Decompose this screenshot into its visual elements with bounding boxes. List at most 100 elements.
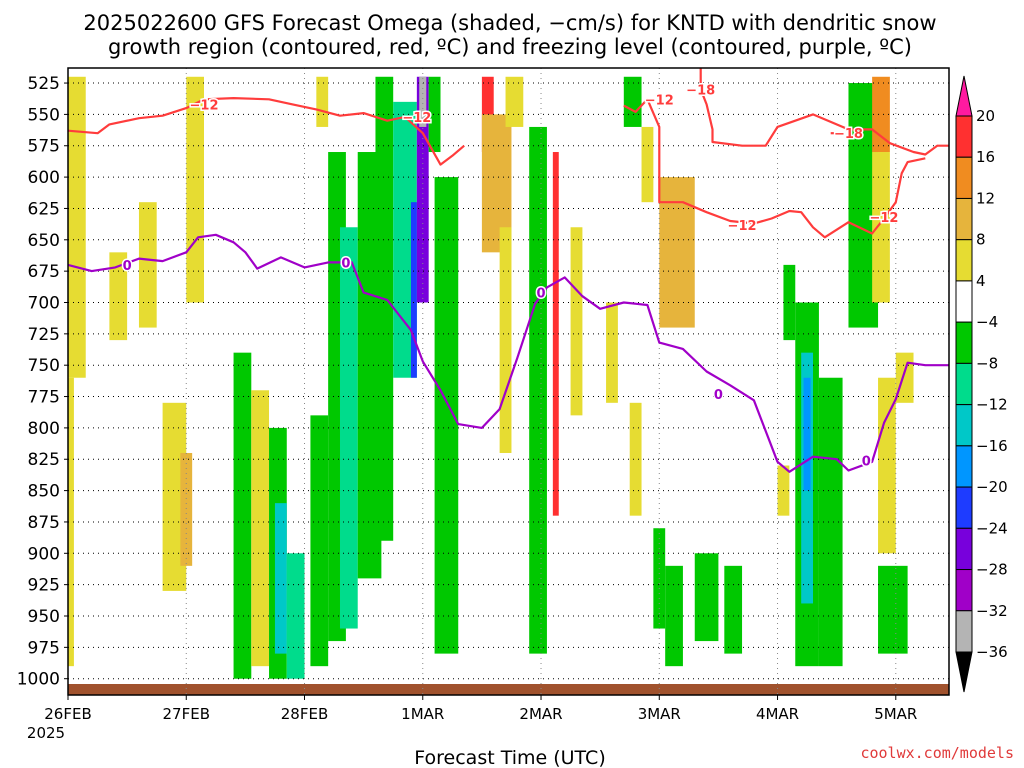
grid: [67, 68, 949, 695]
omega-cell: [895, 352, 914, 403]
y-tick-label: 600: [28, 168, 60, 188]
dgz-contour-line: [699, 68, 949, 156]
colorbar-label: 8: [976, 231, 986, 249]
freezing-level-label: 0: [123, 259, 132, 274]
colorbar-label: −20: [976, 478, 1008, 496]
omega-cell: [629, 402, 642, 516]
dgz-contour-label: −12: [645, 93, 674, 108]
omega-cell: [416, 76, 429, 303]
y-tick-label: 675: [28, 262, 60, 282]
y-tick-label: 950: [28, 607, 60, 627]
colorbar-bottom-arrow: [955, 651, 973, 693]
omega-cell: [499, 227, 512, 453]
freezing-level-label: 0: [714, 388, 723, 403]
colorbar: 20 16 12 8 4 −4 −8 −12 −16 −20 −24 −28 −32 −36: [955, 75, 1008, 693]
x-axis-ticks: 26FEB 27FEB 28FEB 1MAR 2MAR 3MAR 4MAR 5MAR: [44, 695, 917, 723]
omega-cell: [375, 76, 394, 541]
colorbar-label: −4: [976, 313, 998, 331]
colorbar-label: 4: [976, 272, 986, 290]
colorbar-label: −12: [976, 396, 1008, 414]
y-tick-label: 1000: [17, 670, 60, 690]
omega-cell: [803, 377, 811, 491]
colorbar-label: −32: [976, 602, 1008, 620]
dgz-contour-label: −18: [686, 83, 715, 98]
freezing-level-line: [67, 233, 949, 473]
y-tick-label: 925: [28, 576, 60, 596]
colorbar-band: [955, 115, 973, 158]
colorbar-label: −36: [976, 643, 1008, 661]
omega-cell: [570, 227, 583, 416]
omega-cell: [552, 152, 559, 516]
colorbar-band: [955, 569, 973, 612]
omega-cell: [659, 177, 695, 328]
omega-cell: [410, 202, 417, 378]
colorbar-label: −28: [976, 561, 1008, 579]
omega-cell: [529, 126, 547, 654]
colorbar-band: [955, 610, 973, 653]
omega-cell: [68, 76, 86, 378]
omega-cell: [316, 76, 329, 127]
omega-cell: [233, 352, 252, 679]
y-tick-label: 800: [28, 419, 60, 439]
freezing-level-label: 0: [341, 256, 350, 271]
omega-cell: [138, 202, 157, 328]
omega-cell: [434, 177, 459, 654]
dgz-contour-label: −12: [869, 211, 898, 226]
colorbar-band: [955, 239, 973, 282]
x-tick-label: 4MAR: [756, 705, 799, 723]
colorbar-band: [955, 156, 973, 199]
omega-cell: [818, 377, 843, 667]
omega-cell: [251, 390, 270, 667]
omega-cell: [878, 377, 896, 554]
colorbar-band: [955, 280, 973, 323]
omega-cell: [872, 152, 890, 303]
dgz-contour-line: [658, 157, 926, 239]
omega-cell: [505, 76, 524, 127]
terrain-strip: [68, 684, 949, 695]
colorbar-band: [955, 362, 973, 406]
y-tick-label: 975: [28, 638, 60, 658]
omega-cell: [606, 302, 618, 403]
y-tick-label: 525: [28, 74, 60, 94]
colorbar-label: −24: [976, 519, 1008, 537]
chart-subtitle: growth region (contoured, red, ºC) and f…: [108, 35, 912, 59]
x-tick-label: 26FEB: [44, 705, 91, 723]
y-tick-label: 750: [28, 356, 60, 376]
y-tick-label: 625: [28, 199, 60, 219]
x-axis-label: Forecast Time (UTC): [414, 747, 605, 768]
colorbar-label: −16: [976, 437, 1008, 455]
omega-cell: [286, 553, 305, 679]
colorbar-band: [955, 445, 973, 488]
colorbar-label: 16: [976, 148, 995, 166]
y-tick-label: 875: [28, 513, 60, 533]
dgz-contour-line: [67, 97, 465, 166]
y-tick-label: 775: [28, 388, 60, 408]
omega-cell: [419, 76, 427, 127]
omega-cell: [310, 415, 329, 667]
omega-cell: [783, 264, 796, 341]
y-axis-ticks: 525 550 575 600 625 650 675 700 725 750 775 800 825 8…: [17, 74, 68, 690]
omega-cell: [109, 252, 128, 341]
colorbar-band: [955, 404, 973, 447]
chart-title: 2025022600 GFS Forecast Omega (shaded, −…: [83, 11, 936, 35]
dgz-contour-label: −12: [190, 98, 219, 113]
x-tick-label: 28FEB: [281, 705, 328, 723]
dgz-contour-label: −12: [402, 111, 431, 126]
omega-cell: [724, 565, 743, 654]
dgz-contour-label: −12: [728, 219, 757, 234]
omega-cell: [665, 565, 683, 667]
x-tick-label: 3MAR: [638, 705, 681, 723]
colorbar-label: −8: [976, 354, 998, 372]
omega-cell: [878, 565, 908, 654]
y-tick-label: 825: [28, 450, 60, 470]
credit-text: coolwx.com/models: [860, 744, 1014, 762]
y-tick-label: 700: [28, 293, 60, 313]
x-tick-label: 1MAR: [401, 705, 444, 723]
colorbar-band: [955, 321, 973, 364]
colorbar-band: [955, 197, 973, 241]
y-tick-label: 850: [28, 482, 60, 502]
omega-cell: [428, 76, 441, 153]
omega-cell: [68, 377, 74, 667]
omega-cell: [641, 126, 654, 203]
freezing-level-label: 0: [536, 286, 545, 301]
